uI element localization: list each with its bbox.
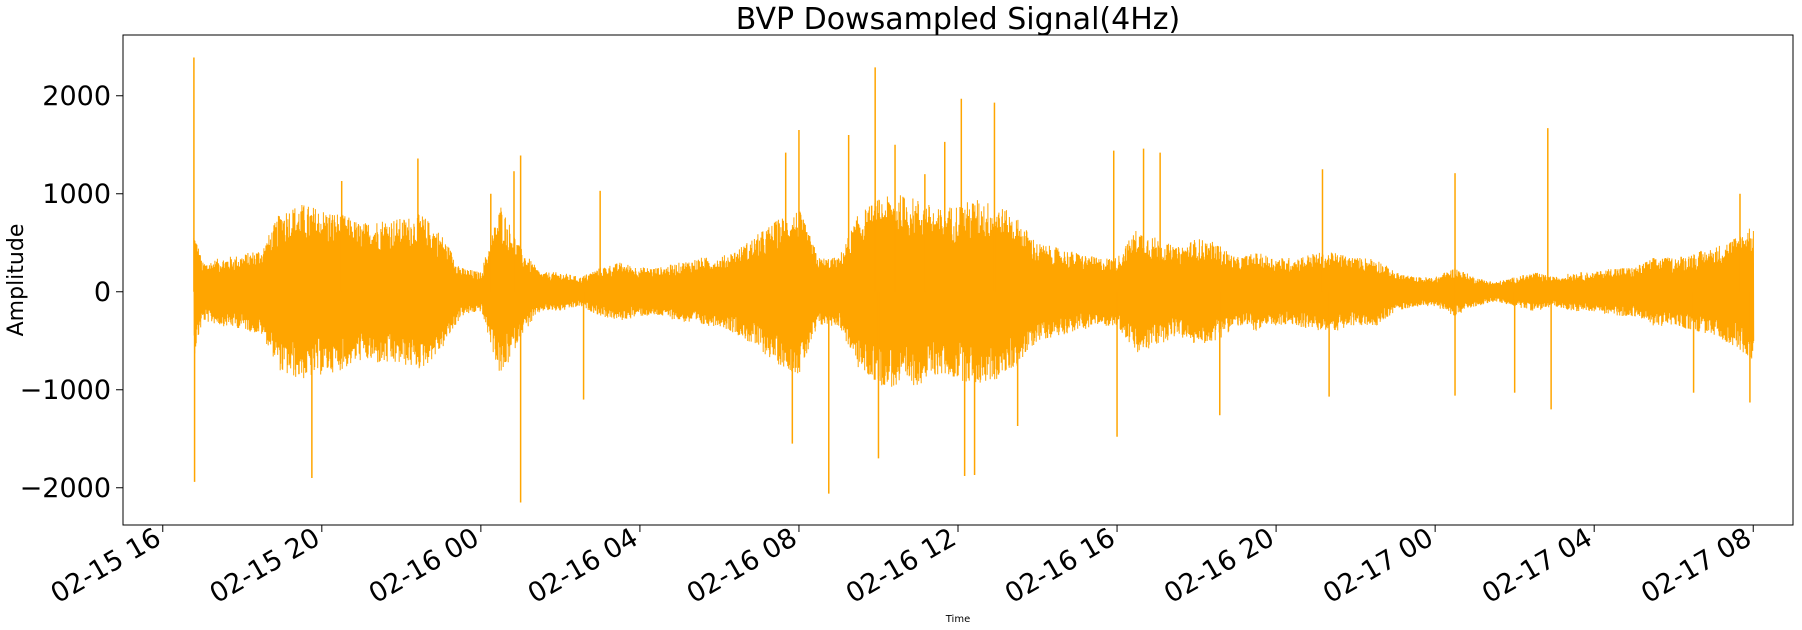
y-tick-label: −2000 <box>20 473 111 504</box>
x-tick-label: 02-17 08 <box>1636 522 1757 610</box>
x-tick-label: 02-16 00 <box>364 522 485 610</box>
x-tick-label: 02-16 20 <box>1159 522 1280 610</box>
x-axis: 02-15 16 02-15 20 02-16 00 02-16 04 02-16 08… <box>46 522 1757 610</box>
x-tick-label: 02-16 16 <box>1000 522 1121 610</box>
y-axis-label: Amplitude <box>4 224 29 337</box>
y-tick-label: 2000 <box>42 81 111 112</box>
x-axis-label: Time <box>945 614 970 625</box>
bvp-signal-line <box>193 195 1755 387</box>
x-tick-label: 02-15 20 <box>205 522 326 610</box>
chart-title: BVP Dowsampled Signal(4Hz) <box>736 2 1180 37</box>
spike-layer <box>193 57 1751 503</box>
x-tick-label: 02-17 00 <box>1318 522 1439 610</box>
x-tick-label: 02-16 12 <box>841 522 962 610</box>
x-tick-label: 02-15 16 <box>46 522 167 610</box>
y-axis: −2000 −1000 0 1000 2000 <box>20 81 123 504</box>
x-tick-label: 02-17 04 <box>1477 522 1598 610</box>
y-tick-label: 0 <box>94 277 111 308</box>
y-tick-label: −1000 <box>20 375 111 406</box>
y-tick-label: 1000 <box>42 179 111 210</box>
signal-layer <box>193 57 1755 503</box>
x-tick-label: 02-16 08 <box>682 522 803 610</box>
x-tick-label: 02-16 04 <box>523 522 644 610</box>
